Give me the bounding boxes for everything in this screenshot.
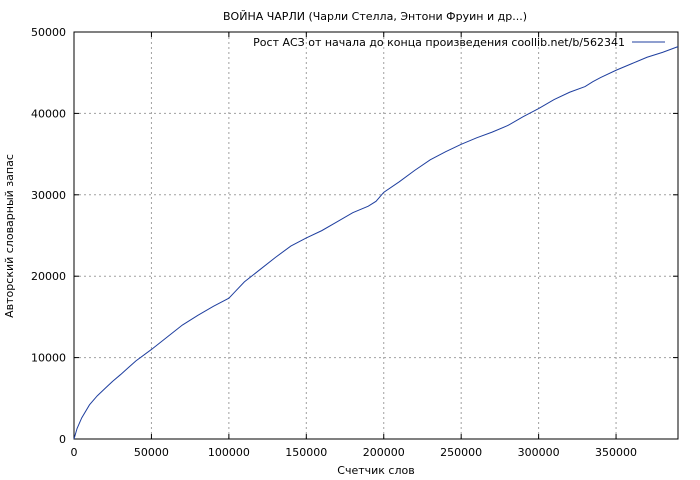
plot-frame — [73, 31, 679, 440]
y-tick-label: 50000 — [31, 26, 66, 39]
series-line — [73, 46, 679, 440]
x-axis-label: Счетчик слов — [337, 464, 414, 477]
y-tick-label: 10000 — [31, 352, 66, 365]
grid — [74, 32, 678, 439]
x-tick-label: 150000 — [285, 446, 327, 459]
legend: Рост АСЗ от начала до конца произведения… — [253, 36, 665, 49]
legend-label: Рост АСЗ от начала до конца произведения… — [253, 36, 625, 49]
x-tick-label: 100000 — [208, 446, 250, 459]
axis-ticks: 0 50000 100000 150000 200000 250000 300000 3500… — [31, 26, 678, 459]
y-axis-label: Авторский словарный запас — [3, 154, 16, 318]
y-tick-label: 30000 — [31, 189, 66, 202]
x-tick-label: 250000 — [440, 446, 482, 459]
x-tick-label: 350000 — [595, 446, 637, 459]
y-tick-label: 20000 — [31, 270, 66, 283]
x-tick-label: 200000 — [363, 446, 405, 459]
chart-title: ВОЙНА ЧАРЛИ (Чарли Стелла, Энтони Фруин … — [223, 10, 527, 23]
x-tick-label: 300000 — [518, 446, 560, 459]
y-tick-label: 40000 — [31, 107, 66, 120]
x-tick-label: 0 — [71, 446, 78, 459]
y-tick-label: 0 — [59, 433, 66, 446]
x-tick-label: 50000 — [134, 446, 169, 459]
